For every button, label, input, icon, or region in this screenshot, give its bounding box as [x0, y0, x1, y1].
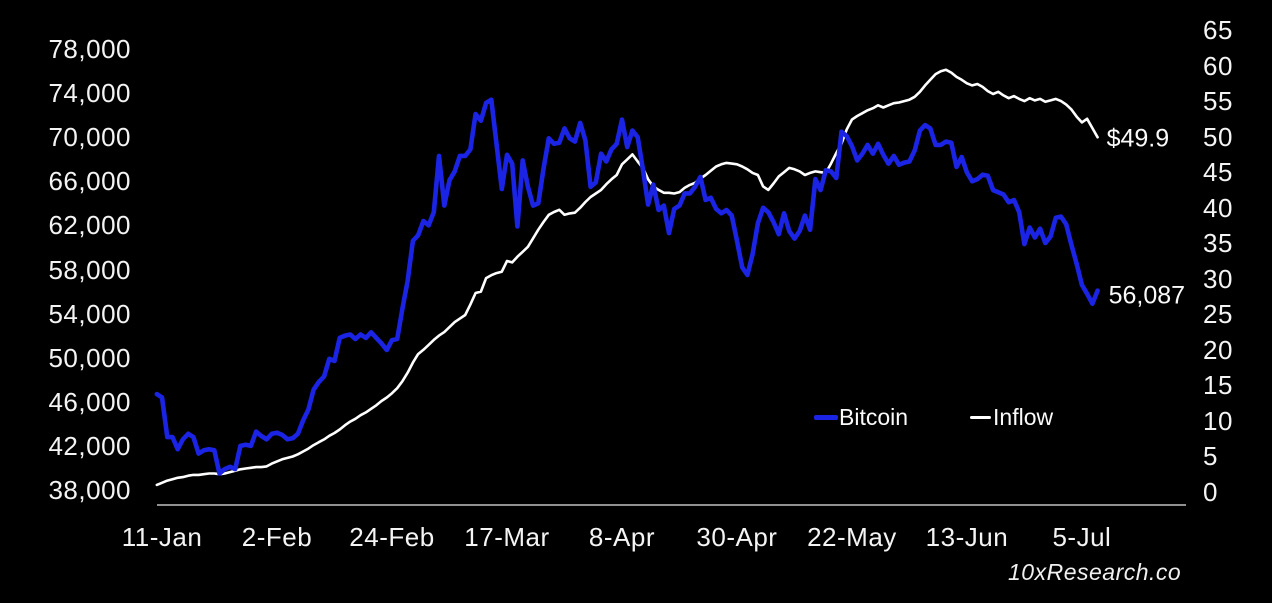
- x-axis-tick: 30-Apr: [696, 522, 778, 552]
- bitcoin-line-swatch-icon: [814, 414, 838, 420]
- bitcoin-line: [154, 97, 1100, 476]
- inflow-line-swatch-icon: [970, 415, 992, 419]
- y-right-tick: 50: [1203, 121, 1233, 152]
- y-left-tick: 70,000: [48, 122, 131, 153]
- y-left-tick: 66,000: [48, 166, 131, 197]
- x-axis-tick: 17-Mar: [464, 522, 550, 552]
- y-left-tick: 42,000: [48, 430, 131, 461]
- x-axis-tick: 11-Jan: [121, 522, 203, 552]
- y-right-tick: 20: [1203, 334, 1233, 365]
- y-left-tick: 58,000: [48, 254, 131, 285]
- y-left-tick: 62,000: [48, 210, 131, 241]
- bitcoin-end-value-label: 56,087: [1108, 281, 1186, 310]
- y-right-tick: 60: [1203, 50, 1233, 81]
- x-axis-tick: 2-Feb: [241, 522, 313, 552]
- x-axis-tick: 5-Jul: [1052, 522, 1112, 552]
- y-right-tick: 35: [1203, 228, 1233, 259]
- y-left-tick: 54,000: [48, 298, 131, 329]
- legend: Bitcoin Inflow: [814, 403, 1053, 431]
- y-right-tick: 25: [1203, 299, 1233, 330]
- legend-label-bitcoin: Bitcoin: [839, 403, 909, 430]
- y-right-tick: 30: [1203, 263, 1233, 294]
- y-left-tick: 50,000: [48, 342, 131, 373]
- y-left-tick: 78,000: [48, 34, 131, 64]
- inflow-line: [155, 68, 1099, 487]
- x-axis-tick: 22-May: [807, 522, 897, 552]
- y-right-tick: 0: [1203, 477, 1218, 507]
- legend-item-bitcoin: Bitcoin: [814, 403, 909, 430]
- watermark: 10xResearch.co: [1008, 559, 1182, 585]
- y-right-tick: 55: [1203, 86, 1233, 117]
- y-right-tick: 65: [1203, 15, 1233, 45]
- y-axis-left: 78,000 74,000 70,000 66,000 62,000 58,000 54,0…: [0, 0, 131, 603]
- legend-label-inflow: Inflow: [993, 403, 1054, 430]
- y-left-tick: 74,000: [48, 78, 131, 109]
- y-right-tick: 5: [1203, 441, 1218, 472]
- legend-item-inflow: Inflow: [970, 403, 1054, 430]
- x-axis-tick: 8-Apr: [588, 522, 656, 552]
- y-axis-right: 65 60 55 50 45 40 35 30 25 20 15 10 5 0: [1203, 0, 1272, 603]
- inflow-end-value-label: $49.9: [1106, 124, 1170, 153]
- y-right-tick: 15: [1203, 370, 1233, 401]
- y-right-tick: 40: [1203, 192, 1233, 223]
- y-left-tick: 38,000: [48, 475, 131, 505]
- x-axis-tick: 24-Feb: [349, 522, 435, 552]
- y-right-tick: 45: [1203, 157, 1233, 188]
- y-right-tick: 10: [1203, 405, 1233, 436]
- x-axis-tick: 13-Jun: [925, 522, 1009, 552]
- y-left-tick: 46,000: [48, 386, 131, 417]
